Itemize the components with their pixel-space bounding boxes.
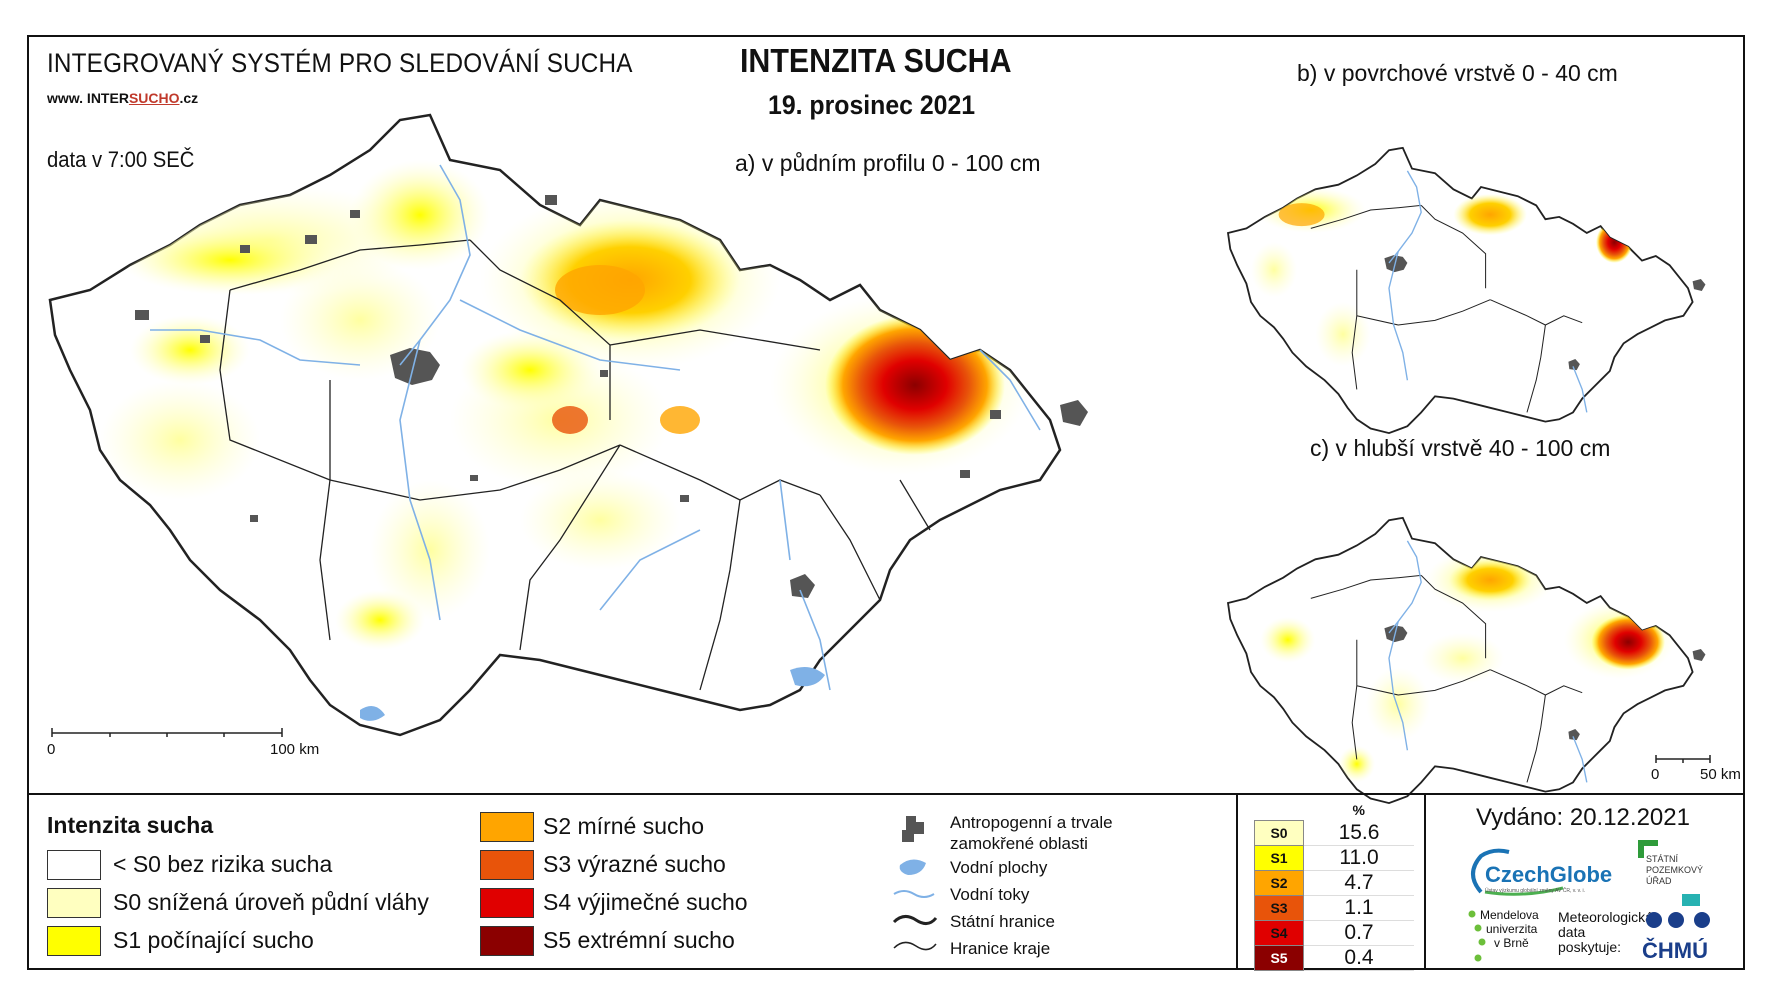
percentage-code: S3: [1254, 894, 1304, 921]
mendelu-text-line: Mendelova: [1480, 908, 1539, 922]
main-title: INTENZITA SUCHA: [740, 42, 1012, 79]
mendelu-text-line: univerzita: [1486, 922, 1538, 936]
meteo-text-line: data: [1558, 924, 1586, 940]
legend-label: S0 snížená úroveň půdní vláhy: [113, 889, 429, 915]
legend-swatch-s4: [480, 888, 534, 918]
scale-small-end: 50 km: [1700, 766, 1741, 783]
percentage-value: 15.6: [1303, 820, 1414, 846]
legend-label: S5 extrémní sucho: [543, 927, 735, 953]
spu-text-line: POZEMKOVÝ: [1646, 865, 1704, 875]
percentage-code: S4: [1254, 919, 1304, 946]
map-b-label: b) v povrchové vrstvě 0 - 40 cm: [1297, 60, 1618, 86]
map-a-label: a) v půdním profilu 0 - 100 cm: [735, 150, 1041, 176]
data-time: data v 7:00 SEČ: [47, 147, 195, 172]
percentage-code: S5: [1254, 944, 1304, 971]
scale-main-end: 100 km: [270, 741, 320, 758]
legend-title: Intenzita sucha: [47, 812, 214, 838]
legend-divider-vertical: [1236, 795, 1238, 970]
meteo-text-line: Meteorologická: [1558, 909, 1653, 925]
urban-area-icon: [902, 816, 924, 842]
percentage-value: 4.7: [1303, 870, 1414, 896]
website-highlight: SUCHO: [128, 90, 180, 106]
scale-main-zero: 0: [47, 741, 56, 758]
chmu-emblem-icon: [1646, 912, 1710, 928]
percentage-code: S2: [1254, 869, 1304, 896]
spu-logo[interactable]: STÁTNÍ POZEMKOVÝ ÚŘAD: [1638, 840, 1728, 910]
table-row: S2 4.7: [1254, 869, 1414, 896]
region-border-icon: [893, 941, 937, 951]
mendelu-logo[interactable]: Mendelova univerzita v Brně: [1466, 908, 1566, 966]
state-border-icon: [892, 915, 938, 925]
legend-symbol-label: Státní hranice: [950, 912, 1055, 931]
table-row: S1 11.0: [1254, 844, 1414, 871]
website-link[interactable]: www. INTERSUCHO.cz: [47, 90, 198, 106]
map-c-label: c) v hlubší vrstvě 40 - 100 cm: [1310, 435, 1611, 461]
table-row: S4 0.7: [1254, 919, 1414, 946]
spu-accent-icon: [1682, 894, 1700, 906]
legend-swatch-s2: [480, 812, 534, 842]
legend-symbols: [892, 816, 938, 951]
legend-divider: [27, 793, 1745, 795]
scale-small-zero: 0: [1651, 766, 1660, 783]
spu-text-line: STÁTNÍ: [1646, 854, 1679, 864]
percentage-value: 0.7: [1303, 920, 1414, 946]
website-prefix: www. INTER: [47, 90, 129, 106]
mendelu-dots-icon: [1468, 910, 1486, 962]
map-b-country: [1226, 146, 1694, 435]
percentage-value: 1.1: [1303, 895, 1414, 921]
map-a-urban-areas: [135, 195, 1088, 598]
map-a-region-borders: [219, 239, 931, 691]
table-row: S0 15.6: [1254, 820, 1414, 846]
legend-divider-vertical: [1424, 795, 1426, 970]
percentage-header: %: [1352, 802, 1365, 819]
legend-label: S4 výjimečné sucho: [543, 889, 748, 915]
map-date: 19. prosinec 2021: [768, 90, 976, 120]
czechglobe-text: CzechGlobe: [1485, 862, 1613, 887]
czechglobe-logo[interactable]: CzechGlobe Ústav výzkumu globální změny …: [1463, 848, 1625, 898]
czechglobe-swoosh-icon: [1471, 848, 1564, 896]
water-body-icon: [899, 859, 926, 875]
legend-swatch-s5: [480, 926, 534, 956]
scale-bar-main: [51, 728, 283, 737]
spu-emblem-icon: [1638, 840, 1658, 858]
issued-date: Vydáno: 20.12.2021: [1476, 804, 1690, 831]
percentage-value: 11.0: [1303, 845, 1414, 871]
legend-symbol-label: Vodní toky: [950, 885, 1030, 904]
percentage-table: % S0 15.6 S1 11.0 S2 4.7 S3 1.1 S4 0.7 S5 0.4: [1254, 800, 1414, 971]
czechglobe-subtitle: Ústav výzkumu globální změny AV ČR, v. v…: [1485, 888, 1586, 894]
river-icon: [893, 890, 935, 898]
legend-symbol-label: Vodní plochy: [950, 858, 1048, 877]
percentage-code: S1: [1254, 844, 1304, 871]
meteo-text-line: poskytuje:: [1558, 939, 1622, 955]
website-suffix: .cz: [179, 90, 199, 106]
map-a-rivers: [150, 164, 1041, 691]
table-row: S3 1.1: [1254, 894, 1414, 921]
legend-swatch-s1: [47, 926, 101, 956]
map-b: [1226, 146, 1706, 435]
scale-bar-small: [1655, 755, 1711, 763]
map-c: [1226, 516, 1706, 805]
map-a-water-body: [360, 706, 385, 721]
mendelu-text-line: v Brně: [1494, 936, 1529, 950]
percentage-code: S0: [1254, 820, 1304, 846]
legend-swatch-none: [47, 850, 101, 880]
legend-label: S3 výrazné sucho: [543, 851, 726, 877]
map-a-water-body: [790, 666, 825, 687]
system-title: INTEGROVANÝ SYSTÉM PRO SLEDOVÁNÍ SUCHA: [47, 48, 633, 78]
legend-label: < S0 bez rizika sucha: [113, 851, 333, 877]
table-row: S5 0.4: [1254, 944, 1414, 971]
spu-text-line: ÚŘAD: [1646, 876, 1672, 886]
legend-label: S2 mírné sucho: [543, 813, 705, 839]
chmu-text: ČHMÚ: [1642, 938, 1708, 963]
legend-label: S1 počínající sucho: [113, 927, 314, 953]
chmu-logo[interactable]: ČHMÚ: [1640, 910, 1730, 966]
percentage-value: 0.4: [1303, 945, 1414, 971]
legend-swatch-s3: [480, 850, 534, 880]
legend-symbol-label: Antropogenní a trvale zamokřené oblasti: [950, 813, 1113, 853]
legend-symbol-label: Hranice kraje: [950, 939, 1051, 958]
map-a: [48, 113, 1088, 737]
legend-swatch-s0: [47, 888, 101, 918]
